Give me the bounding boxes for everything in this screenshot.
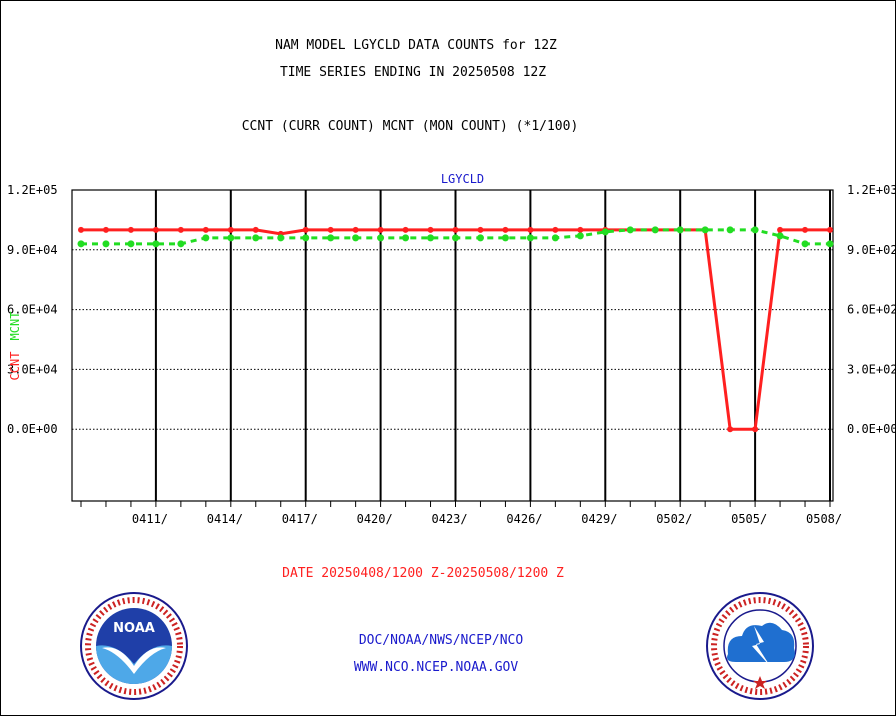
data-point-mcnt [526,234,534,242]
left-tick-label: 9.0E+04 [7,243,58,257]
data-point-mcnt [452,234,459,242]
data-point-mcnt [152,240,160,248]
data-point-ccnt [527,226,534,233]
data-point-ccnt [502,226,509,233]
x-tick-label: 0417/ [282,512,318,526]
data-point-ccnt [827,226,833,233]
data-point-ccnt [327,226,334,233]
data-point-mcnt [826,240,834,248]
data-point-mcnt [801,240,809,248]
left-tick-label: 6.0E+04 [7,303,58,317]
mcnt-axis-label: MCNT [8,312,22,341]
data-point-ccnt [227,226,234,233]
data-point-mcnt [726,226,734,234]
x-tick-label: 0423/ [432,512,468,526]
data-point-ccnt [102,226,109,233]
data-point-ccnt [402,226,409,233]
data-point-mcnt [751,226,759,234]
data-point-ccnt [202,226,209,233]
chart-title: LGYCLD [441,172,484,186]
x-tick-label: 0505/ [731,512,767,526]
x-tick-label: 0414/ [207,512,243,526]
data-point-mcnt [102,240,110,248]
x-tick-label: 0411/ [132,512,168,526]
data-point-mcnt [177,240,185,248]
data-point-mcnt [501,234,509,242]
data-point-ccnt [552,226,559,233]
chart-heading: NAM MODEL LGYCLD DATA COUNTS for 12Z [275,38,557,53]
right-tick-label: 9.0E+02 [847,243,896,257]
data-point-ccnt [127,226,134,233]
left-tick-label: 1.2E+05 [7,183,58,197]
x-tick-label: 0420/ [357,512,393,526]
data-point-ccnt [352,226,359,233]
right-tick-label: 3.0E+02 [847,362,896,376]
x-tick-label: 0426/ [506,512,542,526]
series-description: CCNT (CURR COUNT) MCNT (MON COUNT) (*1/1… [241,119,579,134]
data-point-mcnt [701,226,709,234]
data-point-mcnt [277,234,285,242]
data-point-mcnt [476,234,484,242]
data-point-ccnt [752,426,759,433]
right-tick-label: 6.0E+02 [847,303,896,317]
plot-area [71,189,834,502]
data-point-ccnt [377,226,384,233]
org-label: DOC/NOAA/NWS/NCEP/NCO [358,633,524,648]
x-tick-label: 0508/ [806,512,842,526]
data-point-mcnt [651,226,659,234]
data-point-mcnt [77,240,85,248]
data-point-mcnt [352,234,360,242]
data-point-mcnt [327,234,335,242]
data-point-ccnt [727,426,734,433]
data-point-mcnt [551,234,559,242]
data-point-ccnt [252,226,259,233]
data-point-ccnt [577,226,584,233]
svg-text:NOAA: NOAA [113,621,155,636]
data-point-mcnt [127,240,135,248]
left-tick-label: 0.0E+00 [7,422,58,436]
data-point-ccnt [78,226,84,233]
noaa-logo: NOAA [80,592,188,700]
ccnt-axis-label: CCNT [8,352,22,381]
x-tick-label: 0429/ [581,512,617,526]
right-tick-label: 1.2E+03 [847,183,896,197]
data-point-ccnt [452,226,459,233]
data-point-mcnt [626,226,634,234]
data-point-ccnt [777,226,784,233]
data-point-mcnt [427,234,435,242]
data-point-ccnt [302,226,309,233]
data-point-mcnt [601,228,609,236]
data-point-mcnt [402,234,410,242]
national-weather-service-logo [706,592,814,700]
x-tick-label: 0502/ [656,512,692,526]
date-range-label: DATE 20250408/1200 Z-20250508/1200 Z [282,566,564,581]
data-point-mcnt [676,226,684,234]
data-point-mcnt [302,234,310,242]
data-point-mcnt [776,232,784,240]
data-point-ccnt [152,226,159,233]
right-tick-label: 0.0E+00 [847,422,896,436]
data-point-mcnt [576,232,584,240]
data-point-ccnt [427,226,434,233]
data-point-ccnt [477,226,484,233]
data-point-mcnt [227,234,235,242]
website-label: WWW.NCO.NCEP.NOAA.GOV [353,660,519,675]
data-point-mcnt [377,234,385,242]
data-point-mcnt [202,234,210,242]
data-point-ccnt [177,226,184,233]
left-tick-label: 3.0E+04 [7,362,58,376]
data-point-mcnt [252,234,260,242]
chart-subheading: TIME SERIES ENDING IN 20250508 12Z [279,65,547,80]
data-point-ccnt [802,226,809,233]
